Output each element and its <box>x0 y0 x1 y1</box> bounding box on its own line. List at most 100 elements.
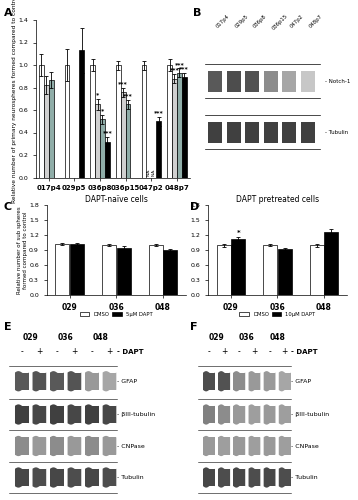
Y-axis label: Relative number of sub spheres
formed compared to control: Relative number of sub spheres formed co… <box>17 206 28 294</box>
Bar <box>33 469 46 486</box>
Text: 048: 048 <box>269 333 285 342</box>
Bar <box>177 73 182 178</box>
Bar <box>233 372 245 390</box>
Bar <box>282 122 296 142</box>
Bar <box>203 469 215 486</box>
Text: ***: *** <box>174 62 184 66</box>
Text: ***: *** <box>170 68 179 72</box>
Bar <box>149 244 163 295</box>
Bar <box>50 406 64 423</box>
Text: - Notch-1: - Notch-1 <box>325 79 350 84</box>
Text: 036p8: 036p8 <box>252 14 268 29</box>
Bar <box>301 71 315 92</box>
Text: ***: *** <box>154 110 164 115</box>
Bar <box>95 104 100 178</box>
Bar <box>227 122 241 142</box>
Bar <box>233 469 245 486</box>
Text: +: + <box>106 347 113 356</box>
Bar <box>103 469 116 486</box>
Text: - DAPT: - DAPT <box>117 348 144 354</box>
Bar <box>50 469 64 486</box>
Text: - βIII-tubulin: - βIII-tubulin <box>291 412 329 417</box>
Text: E: E <box>4 322 11 332</box>
Bar <box>105 142 110 178</box>
Bar <box>163 250 177 295</box>
Bar <box>227 71 241 92</box>
Bar <box>279 437 291 455</box>
Text: +: + <box>221 347 227 356</box>
Bar <box>90 65 95 178</box>
Bar <box>64 65 69 178</box>
Bar <box>39 65 44 178</box>
Bar <box>203 437 215 455</box>
Text: C: C <box>4 202 12 212</box>
Bar <box>279 406 291 423</box>
Y-axis label: Relative number of primary neurospheres formed compared to control: Relative number of primary neurospheres … <box>12 0 17 203</box>
Text: +: + <box>281 347 288 356</box>
Text: 029p5: 029p5 <box>234 14 249 29</box>
Bar <box>233 406 245 423</box>
Bar <box>263 406 275 423</box>
Bar <box>85 469 99 486</box>
Bar <box>264 122 278 142</box>
Text: - CNPase: - CNPase <box>291 444 319 448</box>
Text: 048p7: 048p7 <box>308 14 323 29</box>
Bar <box>282 71 296 92</box>
Bar <box>218 469 230 486</box>
Text: 047p2: 047p2 <box>289 14 305 29</box>
Text: +: + <box>36 347 43 356</box>
Bar <box>49 80 53 178</box>
Bar <box>208 122 222 142</box>
Legend: DMSO/0µM DAPT, 1µM DAPT, 5µM DAPT, 10µM DAPT: DMSO/0µM DAPT, 1µM DAPT, 5µM DAPT, 10µM … <box>65 218 161 235</box>
Bar <box>279 469 291 486</box>
Text: +: + <box>71 347 78 356</box>
Text: B: B <box>193 8 202 18</box>
Bar <box>15 406 29 423</box>
Text: 048: 048 <box>93 333 108 342</box>
Bar <box>79 50 84 178</box>
Bar <box>50 372 64 390</box>
Bar <box>33 372 46 390</box>
Text: -: - <box>20 347 23 356</box>
Text: ***: *** <box>123 93 133 98</box>
Text: *: * <box>236 230 240 236</box>
Bar <box>248 372 260 390</box>
Text: - Tubulin: - Tubulin <box>117 475 144 480</box>
Text: *: * <box>96 92 99 97</box>
Bar <box>68 372 81 390</box>
Bar <box>218 437 230 455</box>
Text: 036p15: 036p15 <box>271 14 289 31</box>
Bar <box>33 406 46 423</box>
Bar <box>85 437 99 455</box>
Legend: DMSO, 5µM DAPT: DMSO, 5µM DAPT <box>78 310 155 320</box>
Bar <box>279 372 291 390</box>
Text: - DAPT: - DAPT <box>291 348 318 354</box>
Bar <box>85 406 99 423</box>
Bar <box>103 372 116 390</box>
Bar <box>102 245 116 295</box>
Text: 029: 029 <box>209 333 224 342</box>
Bar <box>182 78 187 178</box>
Bar <box>263 372 275 390</box>
Text: ***: *** <box>179 66 189 71</box>
Bar <box>68 437 81 455</box>
Text: 029: 029 <box>23 333 38 342</box>
Bar <box>70 244 84 295</box>
Text: ***: *** <box>118 81 128 86</box>
Bar <box>44 85 49 178</box>
Bar <box>116 65 121 178</box>
Bar <box>263 469 275 486</box>
Text: - CNPase: - CNPase <box>117 444 145 448</box>
Text: N.A.: N.A. <box>147 168 151 176</box>
Bar <box>233 437 245 455</box>
Bar <box>218 372 230 390</box>
Bar <box>248 469 260 486</box>
Text: -: - <box>55 347 58 356</box>
Bar <box>218 406 230 423</box>
Bar <box>172 78 177 178</box>
Bar <box>217 245 231 295</box>
Text: -: - <box>91 347 93 356</box>
Bar <box>301 122 315 142</box>
Bar <box>248 406 260 423</box>
Bar <box>156 121 161 178</box>
